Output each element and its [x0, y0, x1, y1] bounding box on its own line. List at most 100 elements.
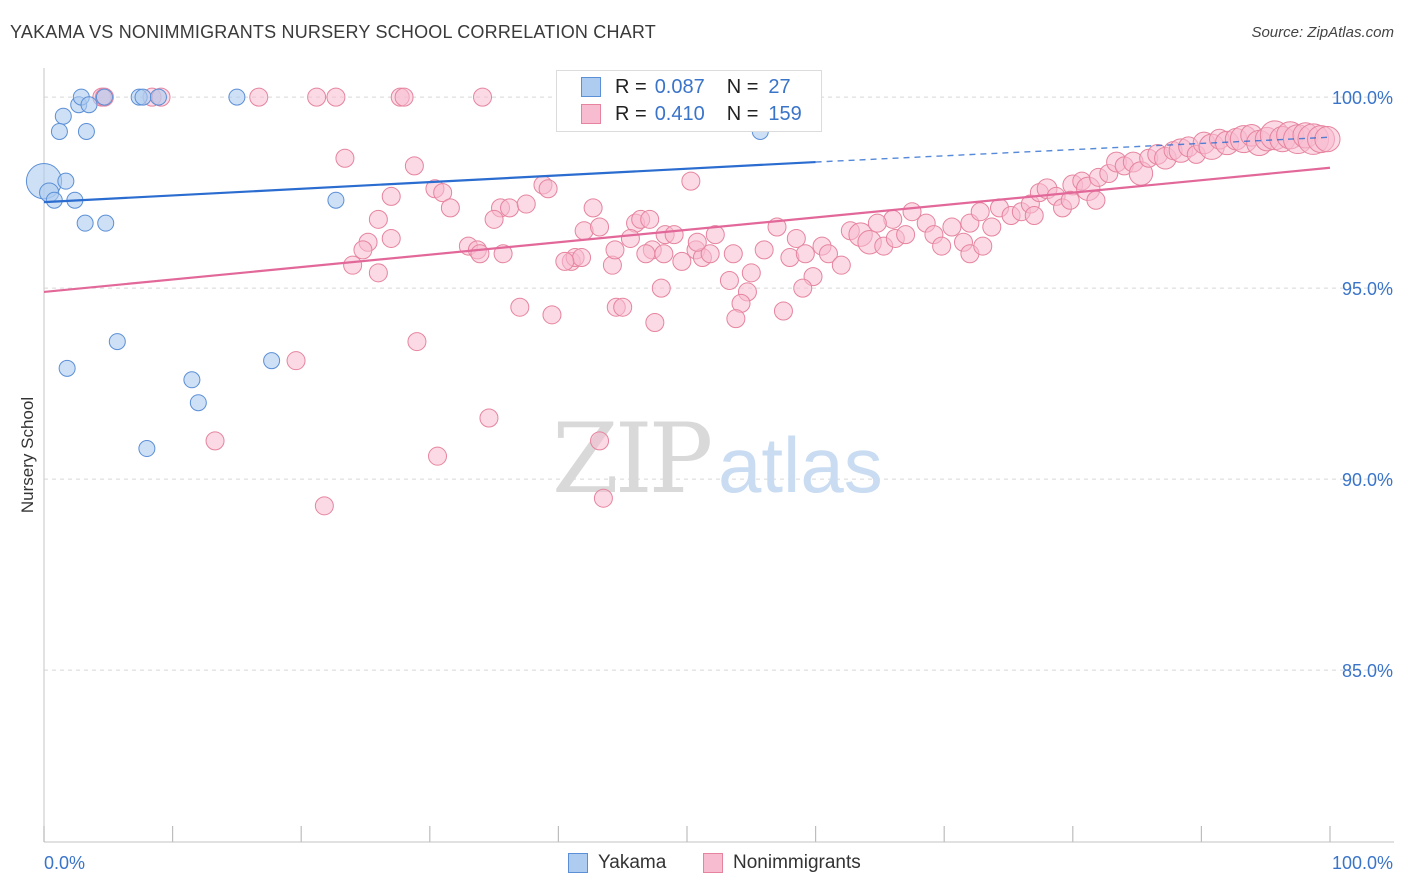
nonimmigrants-point: [314, 496, 334, 516]
nonimmigrants-point: [786, 228, 806, 248]
nonimmigrants-point: [636, 244, 656, 264]
nonimmigrants-point: [1086, 190, 1106, 210]
nonimmigrants-point: [741, 263, 761, 283]
nonimmigrants-point: [726, 309, 746, 329]
stats-legend: R = 0.087 N = 27 R = 0.410 N = 159: [556, 70, 822, 132]
watermark-atlas: atlas: [718, 421, 883, 509]
nonimmigrants-point: [542, 305, 562, 325]
nonimmigrants-point: [831, 255, 851, 275]
nonimmigrants-point: [205, 431, 225, 451]
yakama-trend-extension: [815, 136, 1331, 163]
nonimmigrants-point: [368, 209, 388, 229]
nonimmigrants-point: [719, 270, 739, 290]
legend-swatch-yakama: [581, 77, 601, 97]
nonimmigrants-point: [681, 171, 701, 191]
nonimmigrants-point: [818, 244, 838, 264]
nonimmigrants-point: [605, 240, 625, 260]
nonimmigrants-point: [1060, 190, 1080, 210]
legend-swatch-nonimmigrants: [581, 104, 601, 124]
chart-title: YAKAMA VS NONIMMIGRANTS NURSERY SCHOOL C…: [10, 22, 656, 42]
yakama-point: [76, 214, 94, 232]
nonimmigrants-point: [381, 228, 401, 248]
y-tick-label: 95.0%: [1342, 279, 1393, 299]
y-tick-label: 85.0%: [1342, 661, 1393, 681]
nonimmigrants-point: [645, 312, 665, 332]
nonimmigrants-point: [640, 209, 660, 229]
nonimmigrants-point: [705, 225, 725, 245]
nonimmigrants-point: [896, 225, 916, 245]
nonimmigrants-point: [942, 217, 962, 237]
nonimmigrants-points: [92, 87, 1341, 516]
series-legend: Yakama Nonimmigrants: [0, 852, 1406, 878]
nonimmigrants-point: [590, 217, 610, 237]
grid-lines: [44, 96, 1394, 671]
nonimmigrants-point: [404, 156, 424, 176]
legend-r-value: 0.410: [654, 102, 705, 125]
yakama-point: [80, 96, 98, 114]
nonimmigrants-point: [307, 87, 327, 107]
nonimmigrants-point: [982, 217, 1002, 237]
nonimmigrants-point: [687, 232, 707, 252]
legend-row-nonimmigrants: R = 0.410 N = 159: [581, 101, 802, 127]
legend-r-value: 0.087: [654, 75, 705, 98]
x-tick-label: 0.0%: [44, 853, 85, 873]
nonimmigrants-point: [440, 198, 460, 218]
nonimmigrants-point: [793, 278, 813, 298]
nonimmigrants-point: [353, 240, 373, 260]
x-tick-label: 100.0%: [1332, 853, 1393, 873]
legend-label-nonimmigrants: Nonimmigrants: [733, 852, 861, 873]
nonimmigrants-point: [479, 408, 499, 428]
nonimmigrants-point: [381, 186, 401, 206]
nonimmigrants-point: [249, 87, 269, 107]
nonimmigrants-point: [493, 244, 513, 264]
nonimmigrants-point: [932, 236, 952, 256]
legend-n-value: 27: [768, 75, 791, 98]
y-tick-label: 100.0%: [1332, 88, 1393, 108]
nonimmigrants-point: [555, 251, 575, 271]
yakama-point: [149, 88, 167, 106]
nonimmigrants-point: [484, 209, 504, 229]
nonimmigrants-point: [394, 87, 414, 107]
nonimmigrants-point: [286, 351, 306, 371]
nonimmigrants-point: [516, 194, 536, 214]
nonimmigrants-point: [343, 255, 363, 275]
watermark-zip: ZIP: [552, 403, 711, 515]
nonimmigrants-point: [368, 263, 388, 283]
trend-lines: [43, 136, 1331, 294]
legend-r-label: R =: [615, 75, 647, 98]
tick-labels: 100.0% 95.0% 90.0% 85.0% 0.0% 100.0%: [44, 88, 1393, 873]
nonimmigrants-point: [510, 297, 530, 317]
yakama-point: [50, 122, 68, 140]
yakama-point: [57, 172, 75, 190]
nonimmigrants-point: [613, 297, 633, 317]
yakama-points: [25, 88, 776, 458]
nonimmigrants-point: [326, 87, 346, 107]
yakama-point: [58, 359, 76, 377]
yakama-point: [228, 88, 246, 106]
nonimmigrants-point: [672, 251, 692, 271]
nonimmigrants-point: [620, 228, 640, 248]
nonimmigrants-point: [773, 301, 793, 321]
nonimmigrants-point: [754, 240, 774, 260]
legend-r-label: R =: [615, 102, 647, 125]
legend-swatch-nonimmigrants: [703, 853, 723, 873]
legend-row-yakama: R = 0.087 N = 27: [581, 74, 791, 100]
nonimmigrants-point: [970, 202, 990, 222]
yakama-point: [77, 122, 95, 140]
watermark: ZIP atlas: [552, 403, 883, 515]
legend-item-yakama[interactable]: Yakama: [568, 852, 666, 874]
legend-n-label: N =: [726, 75, 759, 98]
yakama-point: [183, 371, 201, 389]
yakama-point: [134, 88, 152, 106]
yakama-point: [263, 352, 281, 370]
nonimmigrants-point: [500, 198, 520, 218]
nonimmigrants-point: [433, 183, 453, 203]
nonimmigrants-point: [700, 244, 720, 264]
nonimmigrants-point: [470, 244, 490, 264]
chart-source: Source: ZipAtlas.com: [1251, 24, 1394, 41]
nonimmigrants-point: [867, 213, 887, 233]
legend-item-nonimmigrants[interactable]: Nonimmigrants: [703, 852, 861, 874]
nonimmigrants-point: [1314, 126, 1341, 153]
nonimmigrants-point: [1024, 206, 1044, 226]
